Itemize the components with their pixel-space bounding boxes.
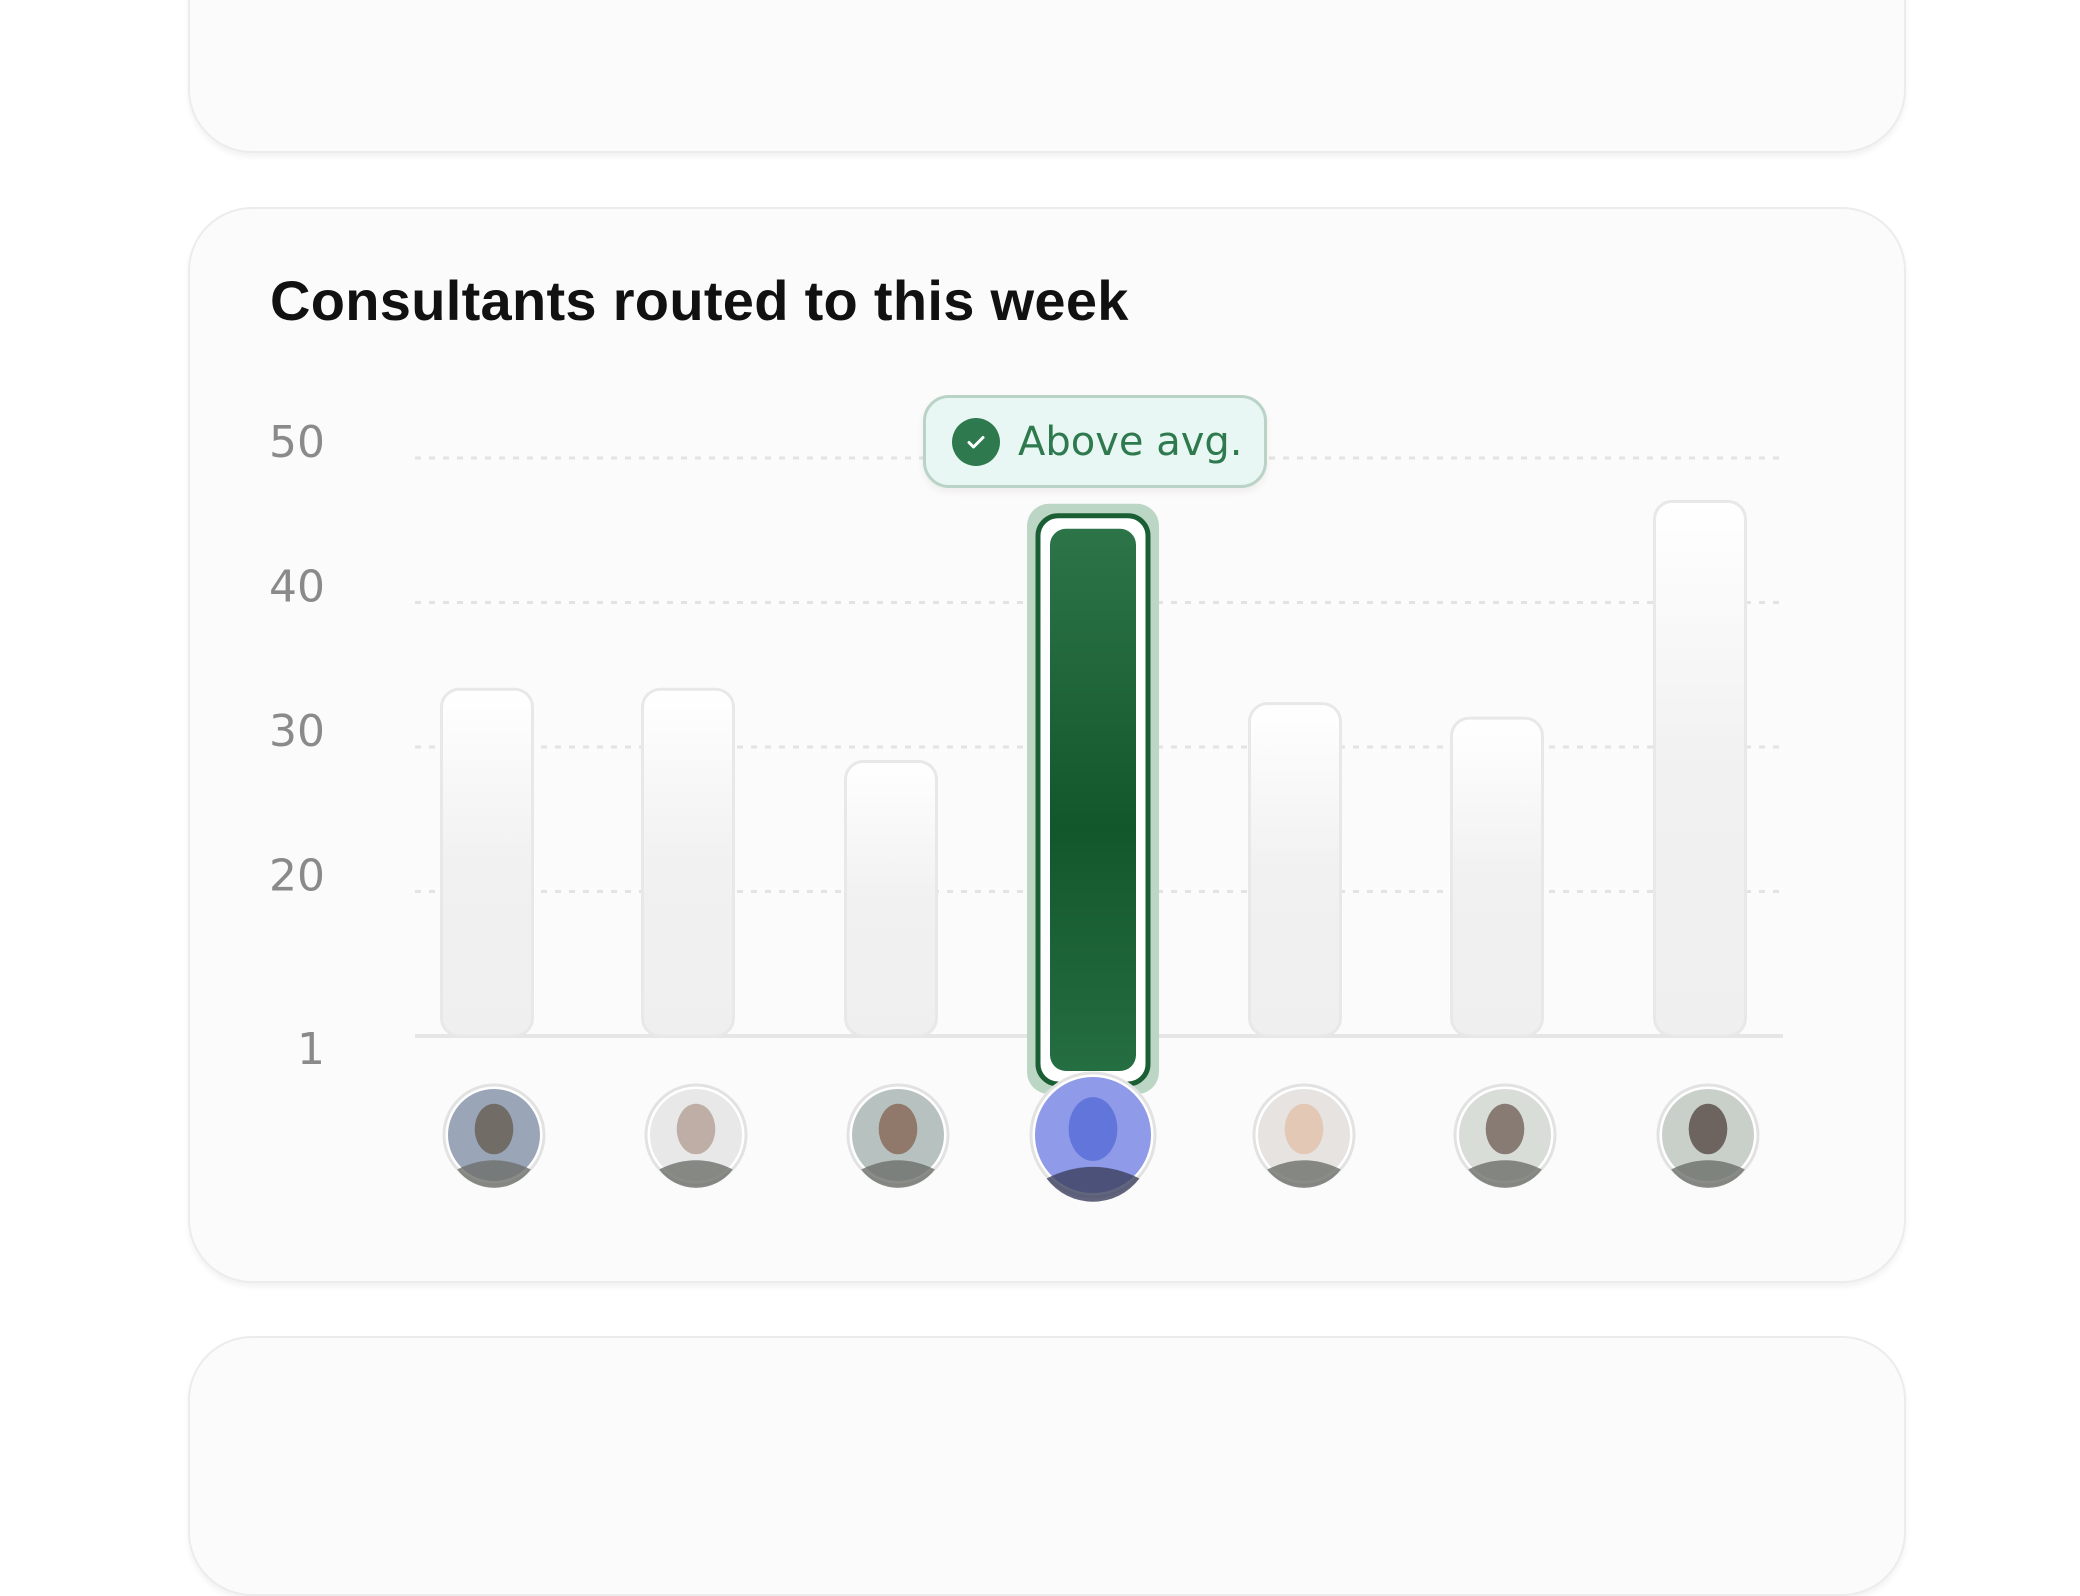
bar[interactable]	[1450, 716, 1544, 1038]
avatar[interactable]	[1258, 1089, 1350, 1188]
avatar[interactable]	[1035, 1077, 1151, 1202]
above-average-badge: Above avg.	[923, 395, 1267, 488]
avatar[interactable]	[1459, 1089, 1551, 1188]
bar[interactable]	[641, 687, 735, 1038]
bar[interactable]	[844, 759, 938, 1038]
bar[interactable]	[1653, 499, 1747, 1038]
avatar[interactable]	[1662, 1089, 1754, 1188]
bar[interactable]	[1248, 702, 1342, 1038]
avatar[interactable]	[448, 1089, 540, 1188]
y-tick-label: 1	[297, 1024, 325, 1075]
y-tick-label: 50	[269, 417, 325, 468]
avatar[interactable]	[650, 1089, 742, 1188]
y-tick-label: 20	[269, 851, 325, 902]
bar-chart: 1 20 30 40 50	[269, 417, 1783, 1202]
check-circle-icon	[952, 417, 1000, 466]
bar-highlighted[interactable]	[1050, 528, 1136, 1071]
card-previous	[188, 0, 1906, 153]
avatar[interactable]	[852, 1089, 944, 1188]
chart-title: Consultants routed to this week	[270, 269, 1129, 332]
y-tick-label: 30	[269, 706, 325, 757]
y-tick-label: 40	[269, 562, 325, 613]
badge-label: Above avg.	[1018, 418, 1243, 465]
bar[interactable]	[440, 687, 534, 1038]
